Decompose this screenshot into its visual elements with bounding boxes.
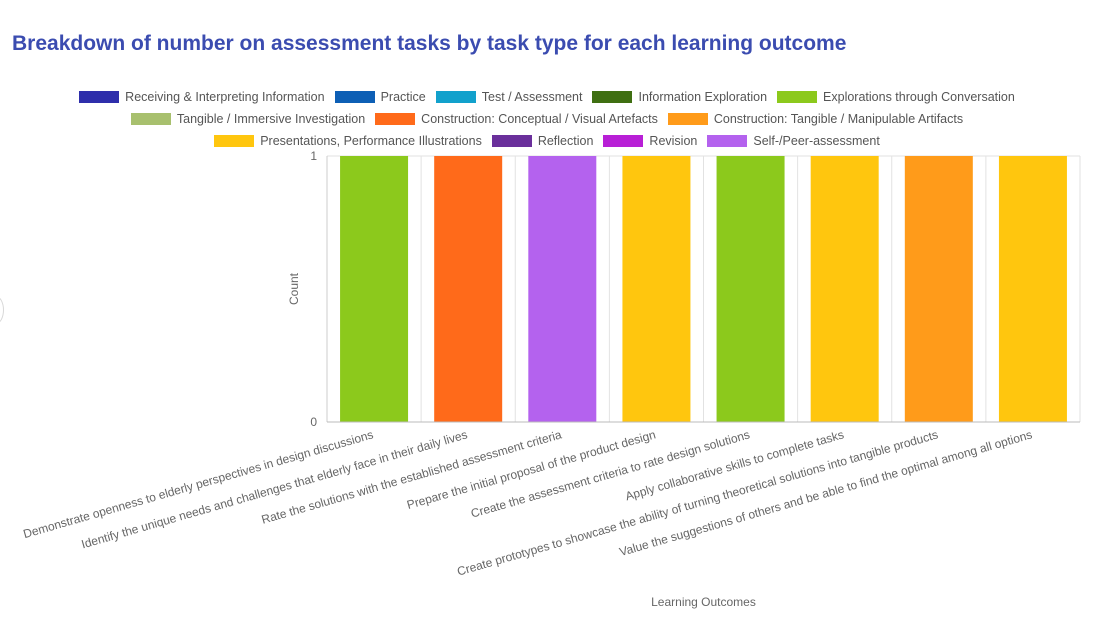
legend-label: Presentations, Performance Illustrations <box>260 134 482 148</box>
legend-swatch <box>130 113 171 125</box>
legend-row: Tangible / Immersive Investigation Constr… <box>0 108 1094 130</box>
legend-swatch <box>79 91 120 103</box>
legend-label: Tangible / Immersive Investigation <box>176 112 366 126</box>
legend-item[interactable]: Tangible / Immersive Investigation <box>130 112 366 126</box>
legend-swatch <box>491 135 532 147</box>
legend-item[interactable]: Information Exploration <box>592 90 767 104</box>
legend-label: Receiving & Interpreting Information <box>125 90 325 104</box>
chart-title: Breakdown of number on assessment tasks … <box>12 32 847 55</box>
legend-item[interactable]: Receiving & Interpreting Information <box>79 90 325 104</box>
bar <box>340 156 409 422</box>
legend-item[interactable]: Construction: Tangible / Manipulable Art… <box>667 112 964 126</box>
legend-swatch <box>667 113 708 125</box>
bar <box>904 156 973 422</box>
legend-label: Self-/Peer-assessment <box>753 134 880 148</box>
legend-swatch <box>777 91 818 103</box>
legend-item[interactable]: Revision <box>603 134 697 148</box>
legend-label: Construction: Tangible / Manipulable Art… <box>713 112 964 126</box>
bar <box>622 156 691 422</box>
legend-swatch <box>214 135 255 147</box>
bar <box>434 156 503 422</box>
legend-swatch <box>334 91 375 103</box>
legend-label: Information Exploration <box>638 90 768 104</box>
bar <box>998 156 1067 422</box>
x-axis-label: Learning Outcomes <box>651 595 756 609</box>
legend-row: Presentations, Performance Illustrations… <box>0 130 1094 152</box>
legend-swatch <box>592 91 633 103</box>
legend-swatch <box>603 135 644 147</box>
bar <box>810 156 879 422</box>
x-tick-label: Demonstrate openness to elderly perspect… <box>22 427 375 541</box>
legend-swatch <box>435 91 476 103</box>
legend-item[interactable]: Self-/Peer-assessment <box>707 134 880 148</box>
legend-label: Revision <box>649 134 698 148</box>
legend-item[interactable]: Explorations through Conversation <box>777 90 1015 104</box>
bar <box>528 156 597 422</box>
chart-legend: Receiving & Interpreting Information Prac… <box>0 86 1094 152</box>
legend-label: Test / Assessment <box>481 90 583 104</box>
legend-item[interactable]: Test / Assessment <box>435 90 583 104</box>
legend-label: Reflection <box>537 134 594 148</box>
legend-item[interactable]: Reflection <box>491 134 594 148</box>
legend-label: Construction: Conceptual / Visual Artefa… <box>421 112 658 126</box>
y-axis-label: Count <box>287 272 301 305</box>
x-tick-label: Identify the unique needs and challenges… <box>80 427 469 551</box>
legend-swatch <box>375 113 416 125</box>
y-tick-label: 1 <box>310 149 317 163</box>
legend-swatch <box>707 135 748 147</box>
legend-label: Explorations through Conversation <box>823 90 1015 104</box>
bar <box>716 156 785 422</box>
y-tick-label: 0 <box>310 415 317 429</box>
legend-item[interactable]: Presentations, Performance Illustrations <box>214 134 482 148</box>
legend-item[interactable]: Construction: Conceptual / Visual Artefa… <box>375 112 658 126</box>
legend-label: Practice <box>380 90 426 104</box>
legend-row: Receiving & Interpreting Information Prac… <box>0 86 1094 108</box>
legend-item[interactable]: Practice <box>334 90 426 104</box>
